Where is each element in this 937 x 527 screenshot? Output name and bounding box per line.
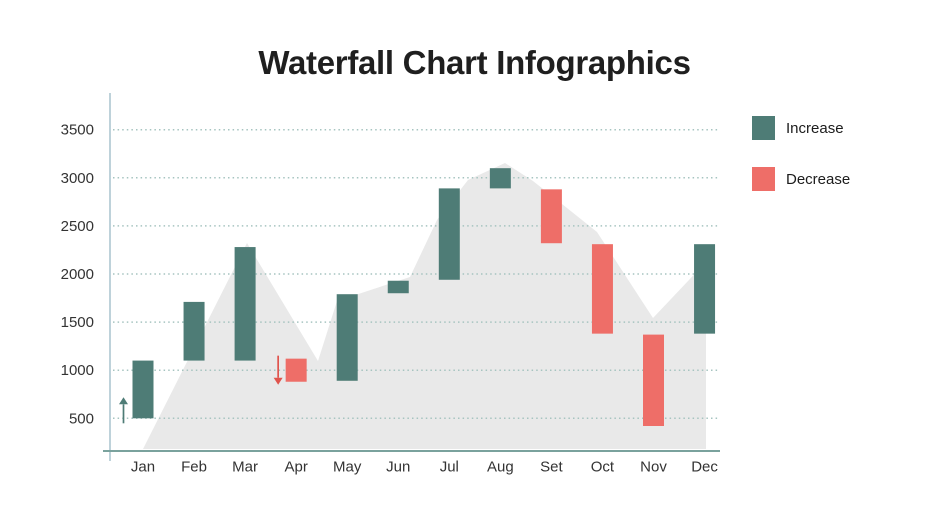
legend-item-increase: Increase: [752, 116, 850, 140]
x-label-aug: Aug: [487, 459, 514, 476]
y-tick-3000: 3000: [61, 170, 94, 187]
x-label-jul: Jul: [440, 459, 459, 476]
y-tick-500: 500: [69, 410, 94, 427]
bar-aug: [489, 168, 511, 189]
x-label-mar: Mar: [232, 459, 258, 476]
legend-label-increase: Increase: [786, 119, 844, 137]
y-tick-2500: 2500: [61, 218, 94, 235]
background-area-silhouette: [143, 163, 706, 449]
bar-jan: [132, 360, 154, 419]
y-tick-2000: 2000: [61, 266, 94, 283]
y-tick-1000: 1000: [61, 362, 94, 379]
bar-jul: [438, 188, 460, 280]
legend-item-decrease: Decrease: [752, 167, 850, 191]
y-tick-1500: 1500: [61, 314, 94, 331]
x-label-apr: Apr: [284, 459, 307, 476]
bar-jun: [387, 280, 409, 294]
bar-feb: [183, 301, 205, 361]
increase-swatch-icon: [752, 116, 775, 140]
x-label-may: May: [333, 459, 362, 476]
x-label-set: Set: [540, 459, 563, 476]
x-label-nov: Nov: [640, 459, 667, 476]
x-label-oct: Oct: [591, 459, 615, 476]
bar-dec: [694, 244, 716, 334]
page-title: Waterfall Chart Infographics: [258, 44, 691, 81]
bar-nov: [643, 334, 664, 426]
up-arrow-head-icon: [119, 397, 128, 405]
x-label-dec: Dec: [691, 459, 718, 476]
x-label-jun: Jun: [386, 459, 410, 476]
decrease-swatch-icon: [752, 167, 775, 191]
bar-mar: [234, 247, 256, 361]
x-label-jan: Jan: [131, 459, 155, 476]
x-label-feb: Feb: [181, 459, 207, 476]
y-tick-3500: 3500: [61, 122, 94, 139]
down-arrow-head-icon: [273, 377, 283, 385]
bar-set: [540, 189, 562, 244]
bar-may: [336, 294, 358, 381]
bar-apr: [285, 358, 307, 382]
bar-oct: [591, 244, 613, 334]
legend: Increase Decrease: [752, 116, 850, 218]
legend-label-decrease: Decrease: [786, 170, 851, 188]
